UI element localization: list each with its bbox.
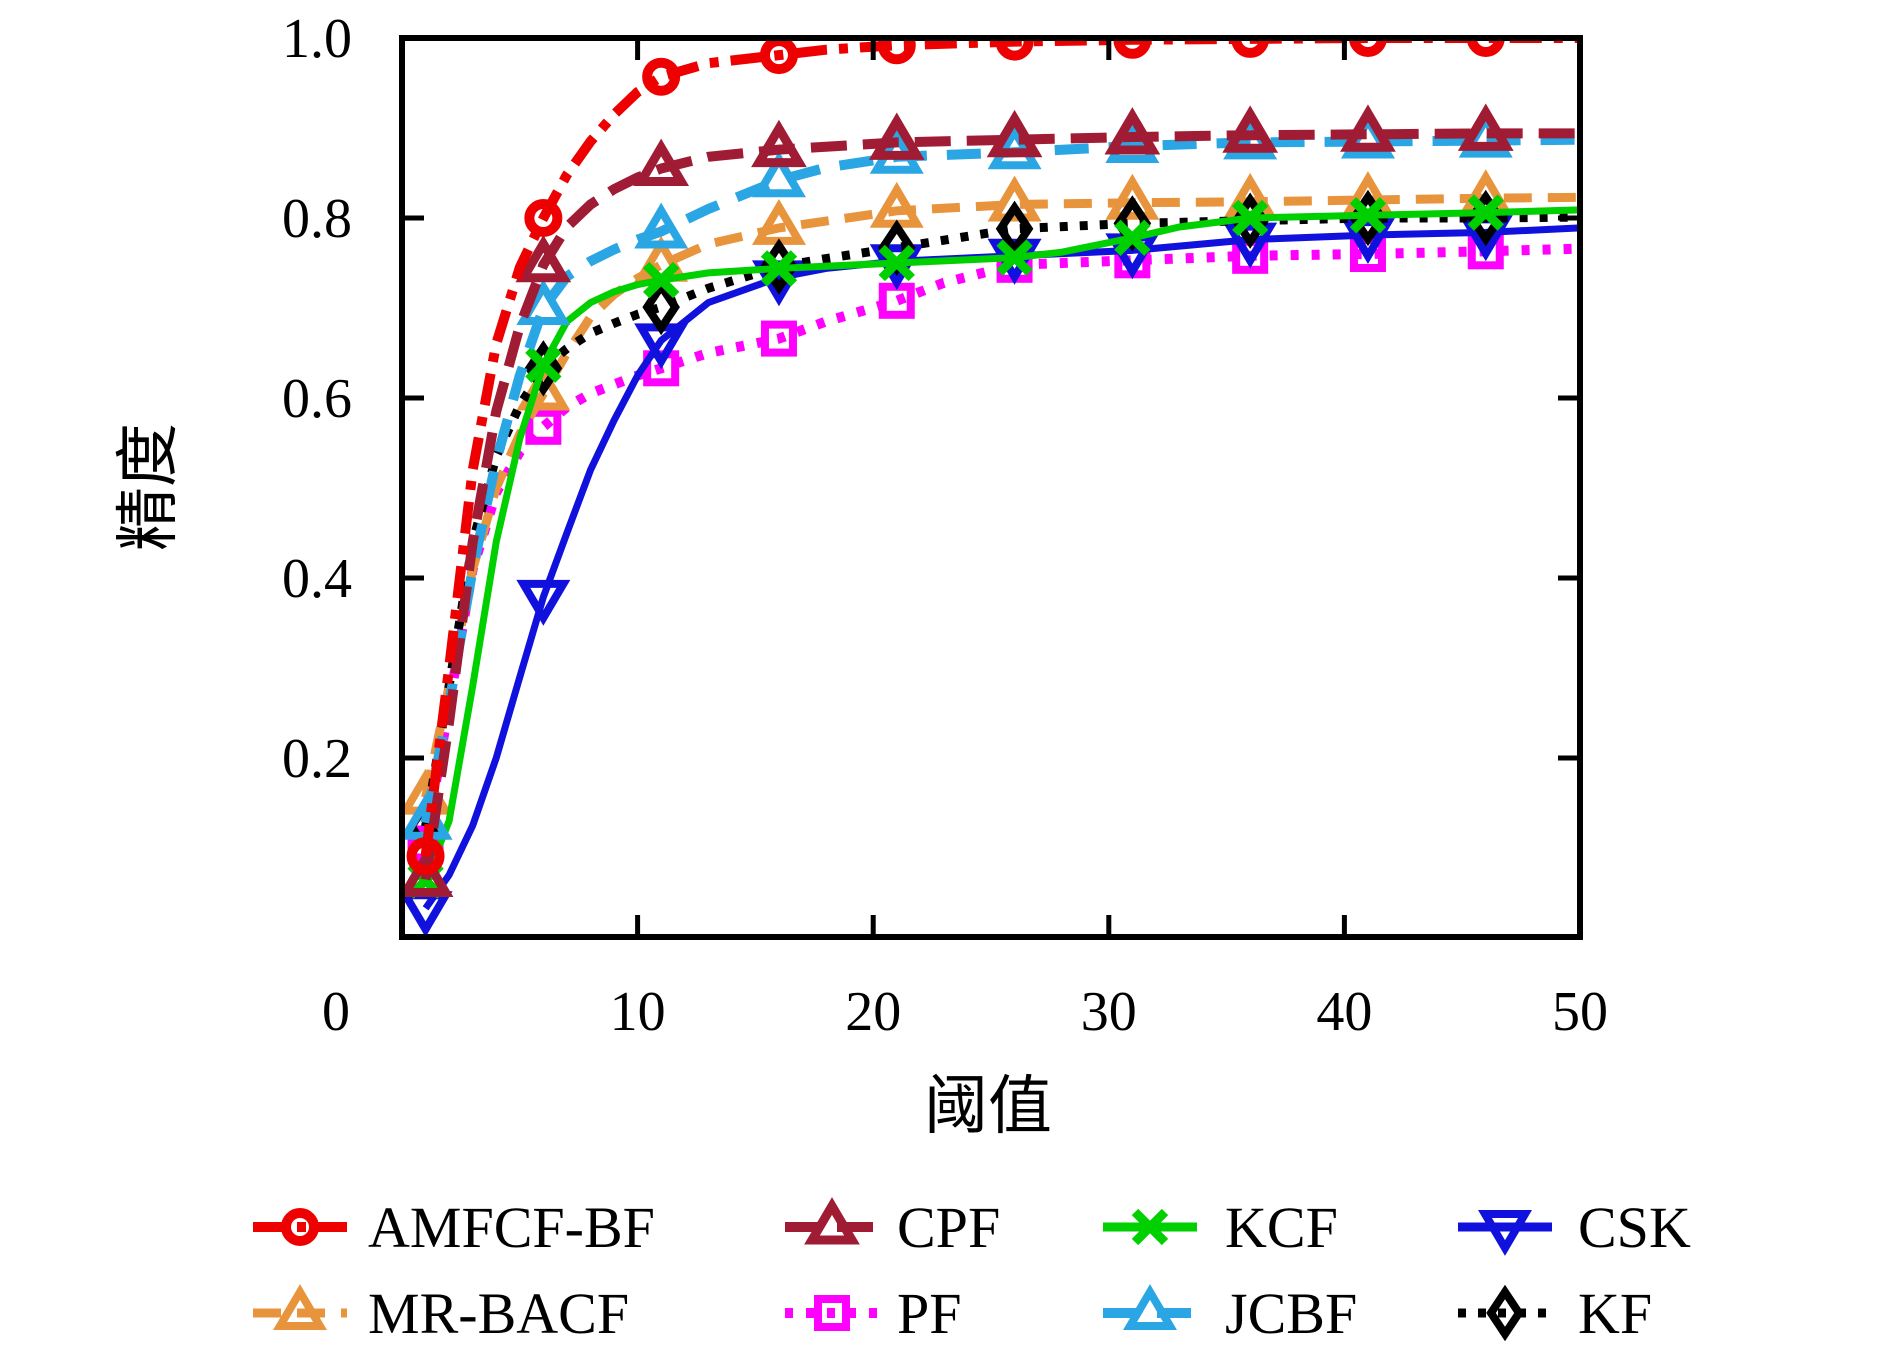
series-line-CPF: [420, 128, 1580, 881]
series-marker-CSK: [399, 891, 453, 938]
legend-item-amfcf-bf: AMFCF-BF: [253, 1195, 655, 1260]
series-marker-KCF: [878, 244, 915, 282]
series-marker-MR-BACF: [987, 175, 1042, 222]
series-line-KF: [421, 212, 1581, 828]
series-marker-PF: [525, 408, 562, 445]
series-marker-KCF: [1467, 194, 1504, 231]
series-marker-KCF: [1231, 199, 1269, 237]
y-tick-label: 0.8: [282, 188, 352, 250]
legend-marker-kf: [1486, 1284, 1524, 1342]
series-marker-AMFCF-BF: [642, 57, 681, 96]
plot-frame: [399, 35, 1583, 940]
x-tick-label: 30: [1081, 981, 1137, 1043]
series-marker-MR-BACF: [634, 235, 689, 282]
series-marker-AMFCF-BF: [524, 199, 563, 237]
x-tick-label: 0: [322, 981, 350, 1043]
y-tick-label: 1.0: [282, 8, 352, 70]
axis-ticks: [402, 38, 1580, 937]
series-marker-CPF: [986, 109, 1043, 158]
legend-item-jcbf: JCBF: [1103, 1281, 1357, 1346]
y-tick-label: 0.6: [282, 368, 352, 430]
series-marker-CSK: [1223, 222, 1278, 269]
x-tick-label: 20: [845, 981, 901, 1043]
legend-item-kf: KF: [1458, 1281, 1652, 1346]
legend-label-mr-bacf: MR-BACF: [368, 1281, 629, 1346]
series-marker-CSK: [516, 579, 571, 626]
legend-marker-csk: [1478, 1210, 1532, 1256]
legend-marker-amfcf-bf: [281, 1208, 319, 1246]
legend-marker-jcbf: [1123, 1284, 1177, 1330]
series-marker-CPF: [399, 849, 454, 897]
series-line-MR-BACF: [421, 192, 1581, 799]
series-marker-CPF: [1222, 105, 1279, 153]
series-marker-AMFCF-BF: [406, 837, 445, 876]
legend-label-cpf: CPF: [897, 1195, 1000, 1260]
y-tick-label: 0.2: [282, 728, 352, 790]
legend-label-pf: PF: [897, 1281, 962, 1346]
series-marker-JCBF: [1105, 117, 1160, 163]
series-marker-KCF: [1349, 197, 1387, 234]
series-marker-AMFCF-BF: [759, 36, 798, 75]
y-axis-label: 精度: [113, 423, 184, 551]
series-marker-KF: [1113, 195, 1152, 252]
legend-label-csk: CSK: [1578, 1195, 1691, 1260]
x-tick-label: 50: [1552, 981, 1608, 1043]
series-marker-KF: [642, 278, 680, 336]
legend-label-amfcf-bf: AMFCF-BF: [368, 1195, 655, 1260]
legend-marker-mr-bacf: [273, 1284, 327, 1330]
series-marker-KCF: [525, 346, 562, 383]
legend-item-pf: PF: [785, 1281, 962, 1346]
series-marker-MR-BACF: [1105, 173, 1160, 220]
x-tick-label: 10: [610, 981, 666, 1043]
x-axis-label: 阈值: [924, 1071, 1052, 1142]
legend-item-kcf: KCF: [1103, 1195, 1338, 1260]
series-marker-CPF: [515, 234, 572, 283]
series-marker-KCF: [1114, 219, 1151, 256]
legend-label-kcf: KCF: [1225, 1195, 1338, 1260]
series-marker-KCF: [760, 250, 798, 287]
series-marker-AMFCF-BF: [877, 35, 916, 65]
series-line-JCBF: [420, 134, 1581, 824]
legend-item-csk: CSK: [1458, 1195, 1691, 1260]
legend: AMFCF-BF CPF KCF CSK MR-BACF PF JCBF KF: [253, 1195, 1691, 1346]
series-line-KCF: [422, 206, 1581, 882]
legend-marker-kcf: [1131, 1208, 1169, 1246]
series-marker-CSK: [1340, 218, 1395, 264]
tick-labels: 1.0 0.8 0.6 0.4 0.2 0 10 20 30 40 50: [282, 8, 1608, 1043]
series-marker-CPF: [751, 119, 807, 168]
series-curves: [399, 35, 1581, 938]
series-line-CSK: [422, 224, 1581, 911]
series-marker-CPF: [1340, 104, 1396, 152]
series-marker-CPF: [633, 138, 690, 186]
legend-label-kf: KF: [1578, 1281, 1652, 1346]
series-marker-JCBF: [751, 151, 806, 198]
legend-label-jcbf: JCBF: [1225, 1281, 1357, 1346]
legend-item-mr-bacf: MR-BACF: [253, 1281, 629, 1346]
series-marker-KCF: [996, 239, 1033, 276]
series-marker-CPF: [1104, 107, 1161, 155]
series-marker-PF: [760, 320, 797, 357]
legend-item-cpf: CPF: [785, 1195, 1000, 1260]
legend-marker-pf: [814, 1295, 850, 1331]
series-marker-AMFCF-BF: [995, 35, 1034, 61]
series-marker-CPF: [1457, 103, 1514, 151]
series-marker-KCF: [642, 261, 680, 299]
x-tick-label: 40: [1316, 981, 1372, 1043]
series-marker-JCBF: [634, 202, 689, 249]
legend-marker-cpf: [804, 1197, 860, 1245]
series-marker-PF: [878, 282, 915, 319]
series-marker-KF: [995, 200, 1034, 258]
y-tick-label: 0.4: [282, 548, 352, 610]
series-line-PF: [420, 243, 1581, 845]
series-marker-CPF: [868, 112, 925, 160]
